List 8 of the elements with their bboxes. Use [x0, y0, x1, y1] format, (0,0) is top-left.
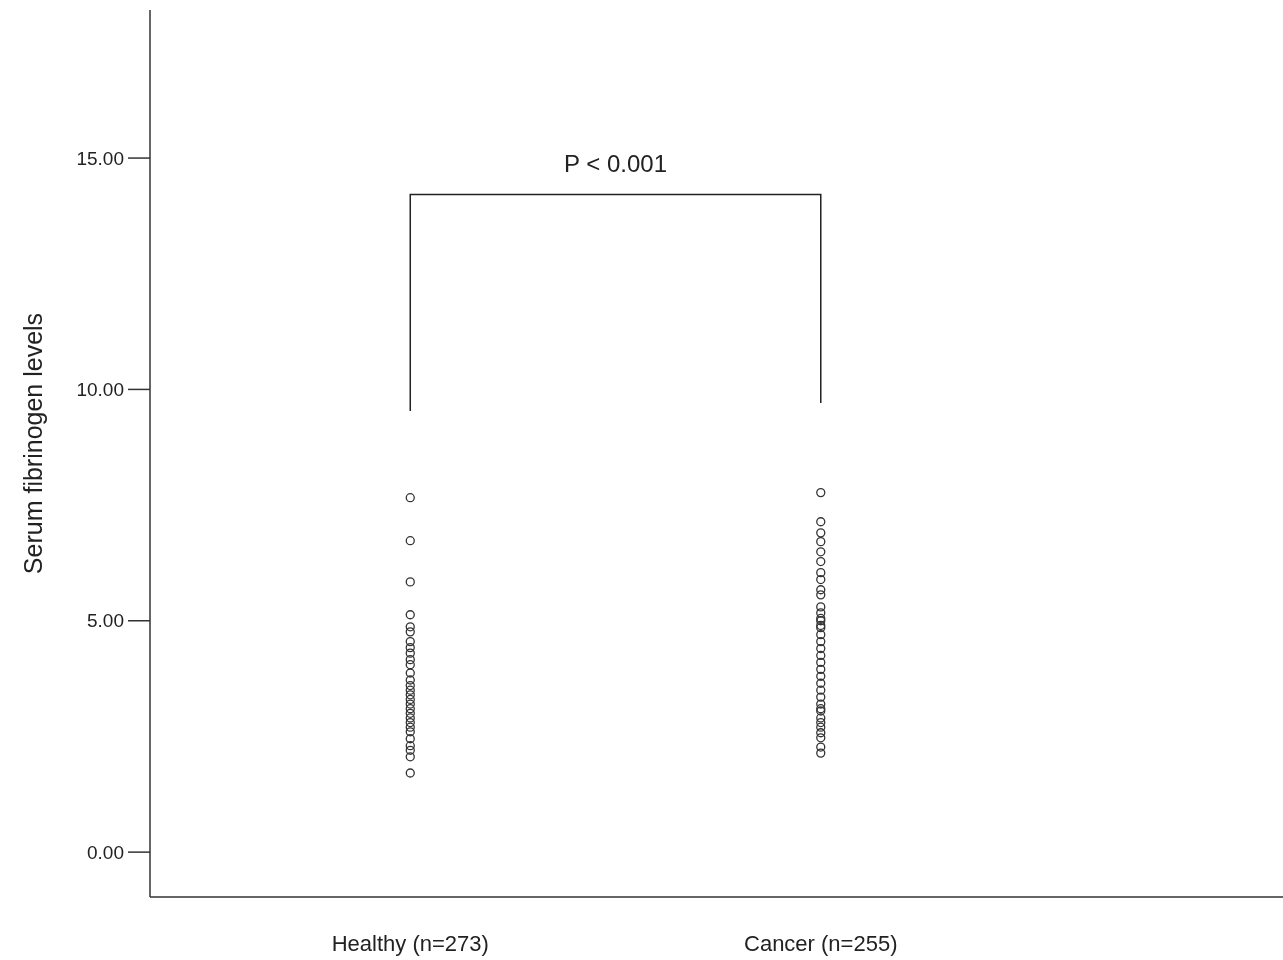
x-tick-label: Healthy (n=273) [331, 931, 489, 956]
x-tick-label: Cancer (n=255) [744, 931, 898, 956]
y-tick-label: 10.00 [76, 379, 124, 401]
y-axis-title: Serum fibrinogen levels [19, 312, 47, 575]
y-tick-label: 0.00 [87, 841, 124, 863]
y-tick-label: 5.00 [87, 610, 124, 632]
annotation: P < 0.001 [564, 150, 668, 178]
y-tick-label: 15.00 [76, 147, 124, 169]
